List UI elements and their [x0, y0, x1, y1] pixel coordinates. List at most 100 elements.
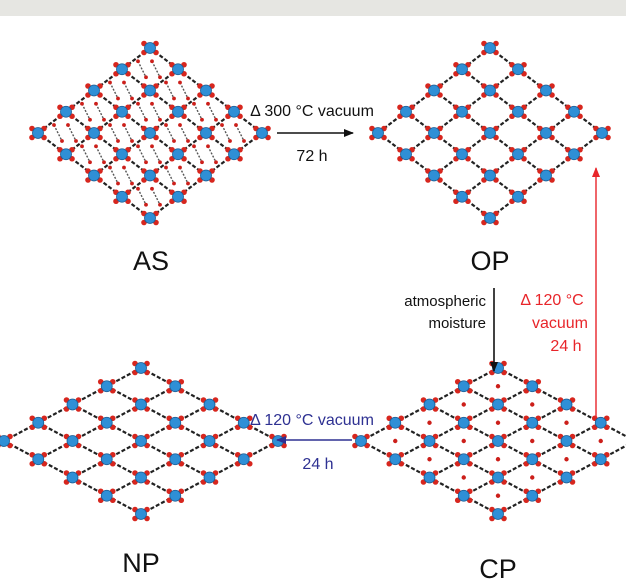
metal-node: [169, 189, 187, 205]
metal-node: [565, 104, 583, 120]
guest-water: [427, 420, 432, 425]
lattice-cp: [352, 360, 626, 522]
metal-node: [593, 125, 611, 141]
lattice-op: [369, 40, 611, 226]
metal-node: [420, 433, 439, 449]
metal-node: [509, 146, 527, 162]
metal-node: [523, 451, 542, 467]
metal-node: [97, 451, 116, 467]
metal-node: [85, 83, 103, 98]
phase-label-as: AS: [133, 246, 169, 276]
guest-molecule: [192, 101, 218, 122]
metal-node: [200, 433, 219, 449]
guest-water: [393, 438, 398, 444]
guest-water: [461, 438, 466, 444]
metal-node: [425, 83, 443, 98]
metal-node: [132, 470, 150, 485]
guest-molecule: [164, 80, 190, 101]
guest-water: [564, 420, 569, 425]
metal-node: [225, 104, 243, 120]
as-to-op-time: 72 h: [296, 148, 327, 165]
metal-node: [132, 360, 150, 376]
metal-node: [63, 433, 82, 449]
metal-node: [166, 488, 185, 504]
metal-node: [29, 415, 48, 431]
guest-molecule: [164, 165, 190, 186]
metal-node: [253, 125, 271, 141]
metal-node: [200, 397, 219, 412]
guest-molecule: [108, 123, 134, 143]
metal-node: [386, 415, 405, 431]
metal-node: [489, 397, 507, 412]
metal-node: [132, 433, 150, 449]
phase-label-cp: CP: [479, 554, 517, 582]
metal-node: [509, 189, 527, 205]
metal-node: [234, 415, 253, 431]
metal-node: [591, 415, 610, 431]
op-to-cp-label-1: atmospheric: [404, 293, 486, 310]
metal-node: [481, 125, 499, 141]
metal-node: [453, 189, 471, 205]
metal-node: [454, 488, 473, 504]
metal-node: [29, 125, 47, 141]
metal-node: [57, 104, 75, 120]
metal-node: [489, 360, 507, 376]
metal-node: [453, 61, 471, 77]
metal-node: [141, 168, 159, 183]
metal-node: [166, 415, 185, 431]
guest-water: [427, 457, 432, 462]
guest-water: [495, 493, 501, 498]
metal-node: [420, 397, 439, 412]
metal-node: [97, 415, 116, 431]
guest-molecule: [192, 144, 218, 165]
metal-node: [141, 40, 159, 56]
metal-node: [63, 470, 82, 485]
guest-water: [530, 402, 535, 407]
cp-to-op-time: 24 h: [550, 338, 581, 355]
metal-node: [200, 470, 219, 485]
guest-molecule: [52, 123, 78, 143]
metal-node: [397, 104, 415, 120]
guest-water: [530, 475, 535, 480]
guest-molecule: [136, 144, 162, 165]
metal-node: [169, 146, 187, 162]
guest-molecule: [136, 59, 162, 80]
metal-node: [489, 506, 507, 522]
metal-node: [489, 470, 507, 485]
cp-to-np-time: 24 h: [302, 456, 333, 473]
metal-node: [425, 168, 443, 183]
metal-node: [141, 210, 159, 226]
op-to-cp-label-2: moisture: [428, 315, 486, 332]
metal-node: [85, 168, 103, 183]
metal-node: [523, 488, 542, 504]
lattice-np: [0, 360, 287, 522]
metal-node: [169, 61, 187, 77]
top-bar: [0, 0, 626, 16]
metal-node: [369, 125, 387, 141]
guest-molecule: [80, 101, 106, 122]
guest-water: [495, 384, 501, 389]
metal-node: [169, 104, 187, 120]
cp-to-op-condition: Δ 120 °C: [520, 292, 583, 309]
guest-molecule: [108, 80, 134, 101]
guest-water: [598, 438, 603, 444]
guest-water: [461, 402, 466, 407]
lattice-as: [29, 40, 271, 226]
metal-node: [113, 146, 131, 162]
metal-node: [453, 104, 471, 120]
metal-node: [454, 378, 473, 394]
metal-node: [509, 104, 527, 120]
metal-node: [481, 168, 499, 183]
metal-node: [352, 433, 370, 449]
cp-to-np-condition: Δ 120 °C vacuum: [250, 412, 374, 429]
metal-node: [132, 506, 150, 522]
metal-node: [234, 451, 253, 467]
metal-node: [141, 83, 159, 98]
metal-node: [523, 378, 542, 394]
guest-molecule: [220, 123, 246, 143]
metal-node: [113, 104, 131, 120]
phase-label-op: OP: [470, 246, 509, 276]
metal-node: [557, 397, 576, 412]
metal-node: [509, 61, 527, 77]
